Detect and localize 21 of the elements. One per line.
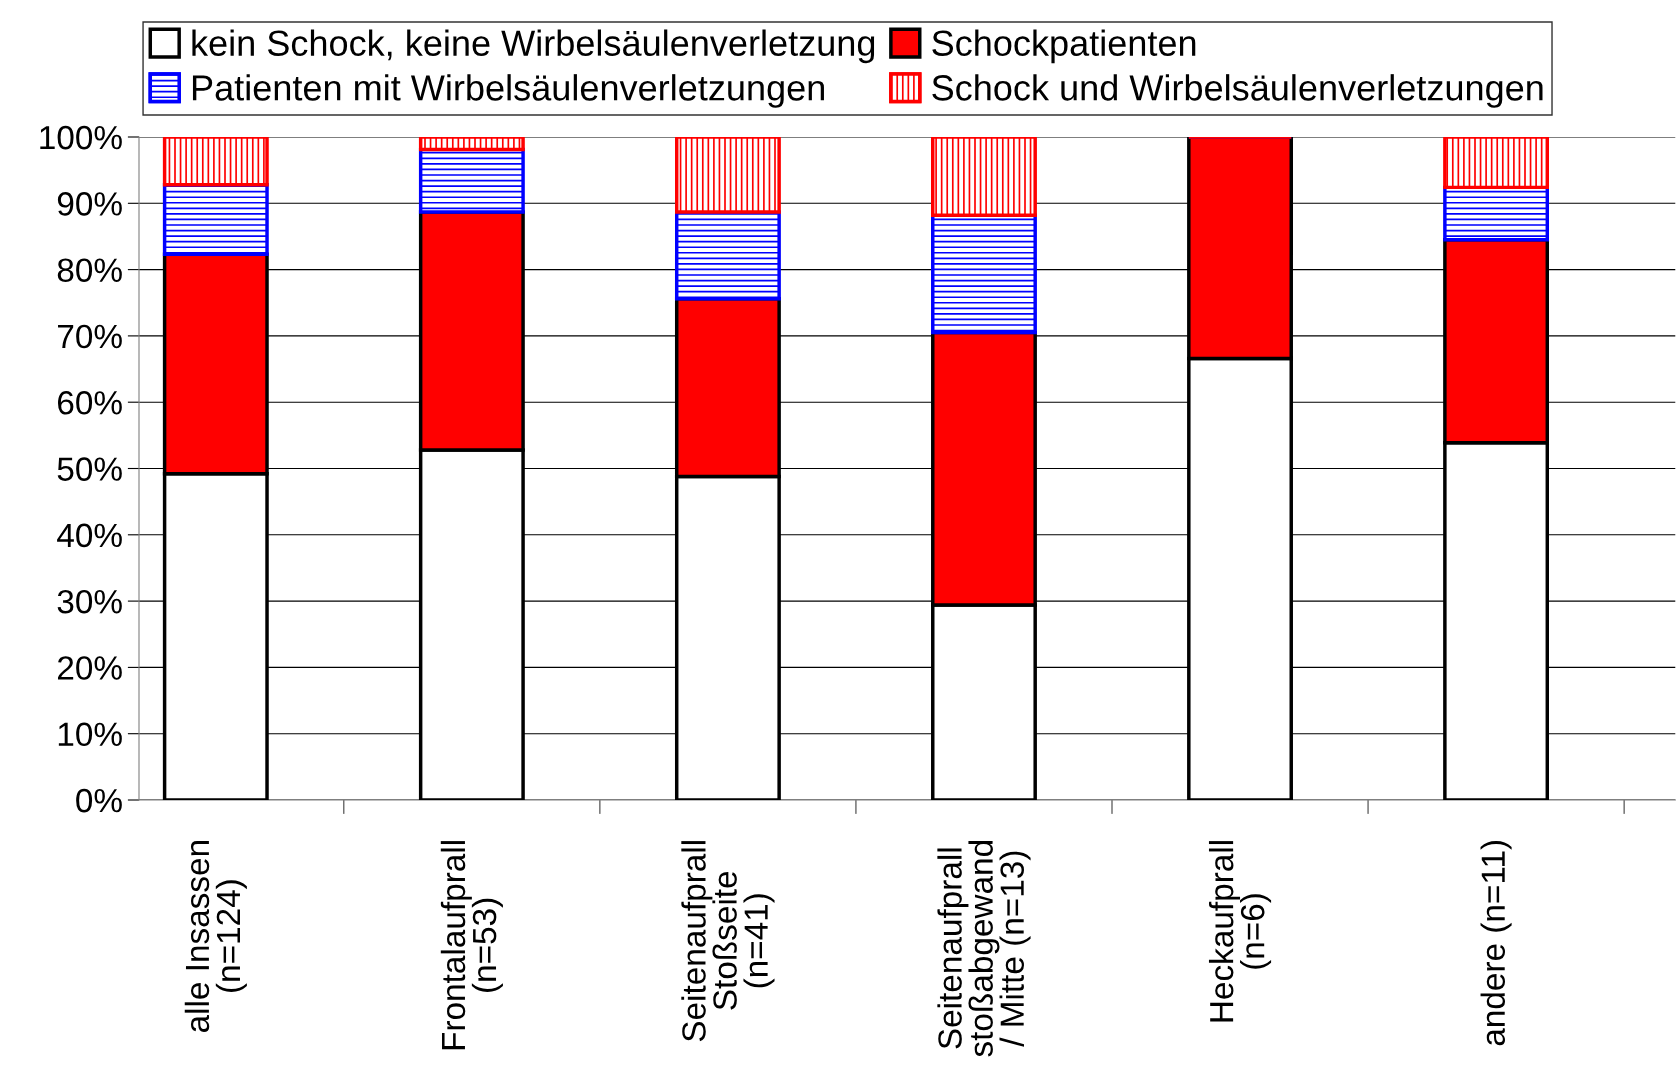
y-tick-label: 40% bbox=[57, 523, 122, 548]
y-tick-label: 100% bbox=[40, 125, 122, 150]
y-tick-label: 10% bbox=[58, 722, 122, 747]
x-tick-label: alle Insassen (n=124) bbox=[184, 841, 247, 1033]
x-tick-label: Heckaufprall (n=6) bbox=[1208, 841, 1272, 1022]
y-tick-label: 90% bbox=[57, 192, 122, 216]
y-tick-label: 50% bbox=[57, 457, 122, 481]
legend-label: kein Schock, keine Wirbelsäulenverletzung bbox=[192, 29, 875, 64]
legend-label: Patienten mit Wirbelsäulenverletzungen bbox=[192, 74, 824, 108]
y-tick-label: 80% bbox=[57, 258, 122, 283]
legend-label: Schockpatienten bbox=[932, 29, 1196, 64]
y-tick-label: 60% bbox=[58, 391, 122, 415]
x-tick-label: Seitenaufprall Stoßseite (n=41) bbox=[681, 841, 775, 1042]
x-tick-label: Seitenaufprall stoßabgewand / Mitte (n=13) bbox=[937, 841, 1031, 1057]
y-tick-label: 0% bbox=[76, 788, 122, 813]
x-tick-label: Frontalaufprall (n=53) bbox=[440, 841, 503, 1050]
y-tick-label: 70% bbox=[58, 324, 122, 349]
x-tick-label: andere (n=11) bbox=[1480, 840, 1512, 1046]
legend-label: Schock und Wirbelsäulenverletzungen bbox=[932, 74, 1543, 108]
y-tick-label: 30% bbox=[57, 589, 122, 614]
y-tick-label: 20% bbox=[57, 656, 122, 680]
